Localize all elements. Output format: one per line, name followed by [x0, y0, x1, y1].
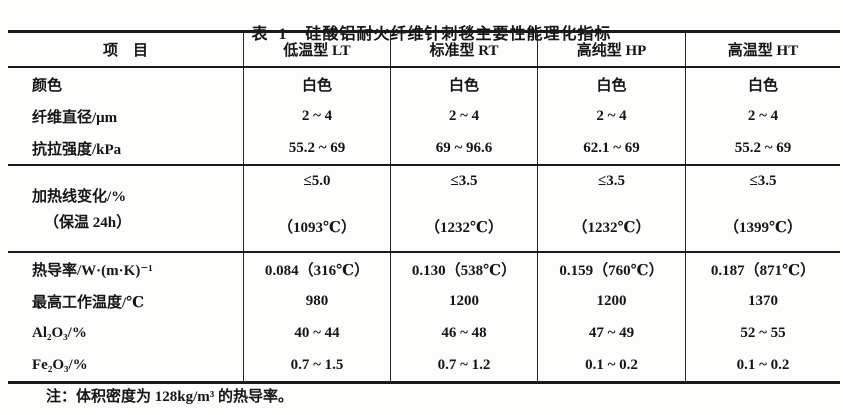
- row-max-working-temp: 最高工作温度/℃ 980 1200 1200 1370: [8, 285, 840, 317]
- row-label: 抗拉强度/kPa: [32, 141, 122, 158]
- value-cell: 55.2 ~ 69: [685, 132, 840, 164]
- section-basic-properties: 颜色 白色 白色 白色 白色 纤维直径/μm 2 ~ 4 2 ~ 4 2 ~ 4…: [8, 68, 840, 166]
- row-fe2o3-content: Fe₂O₃/% 0.7 ~ 1.5 0.7 ~ 1.2 0.1 ~ 0.2 0.…: [8, 349, 840, 381]
- row-label: 加热线变化/% （保温 24h）: [8, 166, 243, 251]
- value-cell: 2 ~ 4: [390, 100, 537, 132]
- value-cell: 0.1 ~ 0.2: [685, 349, 840, 381]
- heating-temp: （1232℃）: [425, 220, 503, 236]
- header-cell-ht: 高温型 HT: [685, 33, 840, 66]
- value-cell: 1200: [390, 285, 537, 317]
- table-header-row: 项 目 低温型 LT 标准型 RT 高纯型 HP 高温型 HT: [8, 33, 840, 68]
- heating-limit: ≤5.0: [303, 173, 331, 189]
- heating-temp: （1232℃）: [572, 220, 651, 236]
- value-cell: 55.2 ~ 69: [243, 132, 390, 164]
- value-cell: 2 ~ 4: [243, 100, 390, 132]
- value-cell: 0.7 ~ 1.2: [390, 349, 537, 381]
- value-cell: 白色: [685, 68, 840, 100]
- row-al2o3-content: Al₂O₃/% 40 ~ 44 46 ~ 48 47 ~ 49 52 ~ 55: [8, 317, 840, 349]
- value-cell: 0.130（538℃）: [390, 253, 537, 285]
- heating-label-line1: 加热线变化/%: [32, 189, 127, 205]
- row-label: 最高工作温度/℃: [32, 294, 145, 311]
- value-cell: 2 ~ 4: [537, 100, 685, 132]
- heating-temp: （1093℃）: [278, 220, 356, 236]
- value-cell: 52 ~ 55: [685, 317, 840, 349]
- header-cell-lt: 低温型 LT: [243, 33, 390, 66]
- value-cell: 46 ~ 48: [390, 317, 537, 349]
- header-cell-hp: 高纯型 HP: [537, 33, 685, 66]
- row-tensile-strength: 抗拉强度/kPa 55.2 ~ 69 69 ~ 96.6 62.1 ~ 69 5…: [8, 132, 840, 164]
- value-cell: 白色: [390, 68, 537, 100]
- value-cell: 0.084（316℃）: [243, 253, 390, 285]
- section-heating-linear-change: 加热线变化/% （保温 24h） ≤5.0 （1093℃） ≤3.5 （1232…: [8, 166, 840, 253]
- value-cell: 2 ~ 4: [685, 100, 840, 132]
- row-label: 颜色: [32, 77, 63, 94]
- table-footnote: 注：体积密度为 128kg/m³ 的热导率。: [46, 389, 294, 405]
- value-cell: 980: [243, 285, 390, 317]
- value-cell: ≤3.5 （1232℃）: [390, 166, 537, 251]
- value-cell: 62.1 ~ 69: [537, 132, 685, 164]
- header-cell-rt: 标准型 RT: [390, 33, 537, 66]
- row-label: Fe₂O₃/%: [32, 356, 88, 373]
- value-cell: 0.7 ~ 1.5: [243, 349, 390, 381]
- section-thermal-chemical: 热导率/W·(m·K)⁻¹ 0.084（316℃） 0.130（538℃） 0.…: [8, 253, 840, 381]
- value-cell: 0.187（871℃）: [685, 253, 840, 285]
- value-cell: 1370: [685, 285, 840, 317]
- value-cell: 白色: [537, 68, 685, 100]
- value-cell: ≤5.0 （1093℃）: [243, 166, 390, 251]
- heating-label-line2: （保温 24h）: [44, 215, 132, 231]
- value-cell: 40 ~ 44: [243, 317, 390, 349]
- row-label: 纤维直径/μm: [32, 109, 118, 126]
- value-cell: 69 ~ 96.6: [390, 132, 537, 164]
- heating-limit: ≤3.5: [450, 173, 478, 189]
- row-fiber-diameter: 纤维直径/μm 2 ~ 4 2 ~ 4 2 ~ 4 2 ~ 4: [8, 100, 840, 132]
- value-cell: 0.159（760℃）: [537, 253, 685, 285]
- performance-table: 项 目 低温型 LT 标准型 RT 高纯型 HP 高温型 HT 颜色 白色 白色…: [8, 30, 840, 384]
- value-cell: ≤3.5 （1399℃）: [685, 166, 840, 251]
- value-cell: 47 ~ 49: [537, 317, 685, 349]
- row-thermal-conductivity: 热导率/W·(m·K)⁻¹ 0.084（316℃） 0.130（538℃） 0.…: [8, 253, 840, 285]
- heating-limit: ≤3.5: [598, 173, 625, 189]
- value-cell: ≤3.5 （1232℃）: [537, 166, 685, 251]
- row-heating-linear-change: 加热线变化/% （保温 24h） ≤5.0 （1093℃） ≤3.5 （1232…: [8, 166, 840, 251]
- header-cell-item: 项 目: [102, 43, 148, 59]
- value-cell: 1200: [537, 285, 685, 317]
- row-color: 颜色 白色 白色 白色 白色: [8, 68, 840, 100]
- heating-limit: ≤3.5: [749, 173, 777, 189]
- row-label: 热导率/W·(m·K)⁻¹: [32, 262, 153, 279]
- value-cell: 0.1 ~ 0.2: [537, 349, 685, 381]
- value-cell: 白色: [243, 68, 390, 100]
- row-label: Al₂O₃/%: [32, 324, 87, 341]
- heating-temp: （1399℃）: [724, 220, 802, 236]
